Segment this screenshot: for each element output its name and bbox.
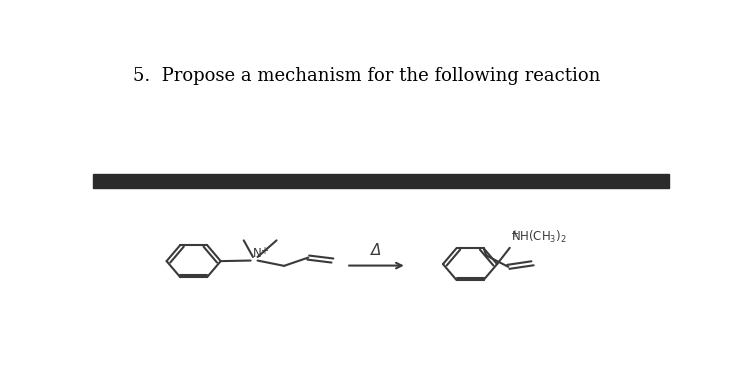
Bar [93, 174, 669, 189]
Text: +: + [510, 229, 519, 239]
Text: +: + [261, 246, 268, 256]
Text: N: N [253, 247, 261, 260]
Text: 5.  Propose a mechanism for the following reaction: 5. Propose a mechanism for the following… [133, 67, 600, 85]
Text: NH(CH$_3$)$_2$: NH(CH$_3$)$_2$ [511, 229, 567, 245]
Text: Δ: Δ [372, 243, 382, 258]
